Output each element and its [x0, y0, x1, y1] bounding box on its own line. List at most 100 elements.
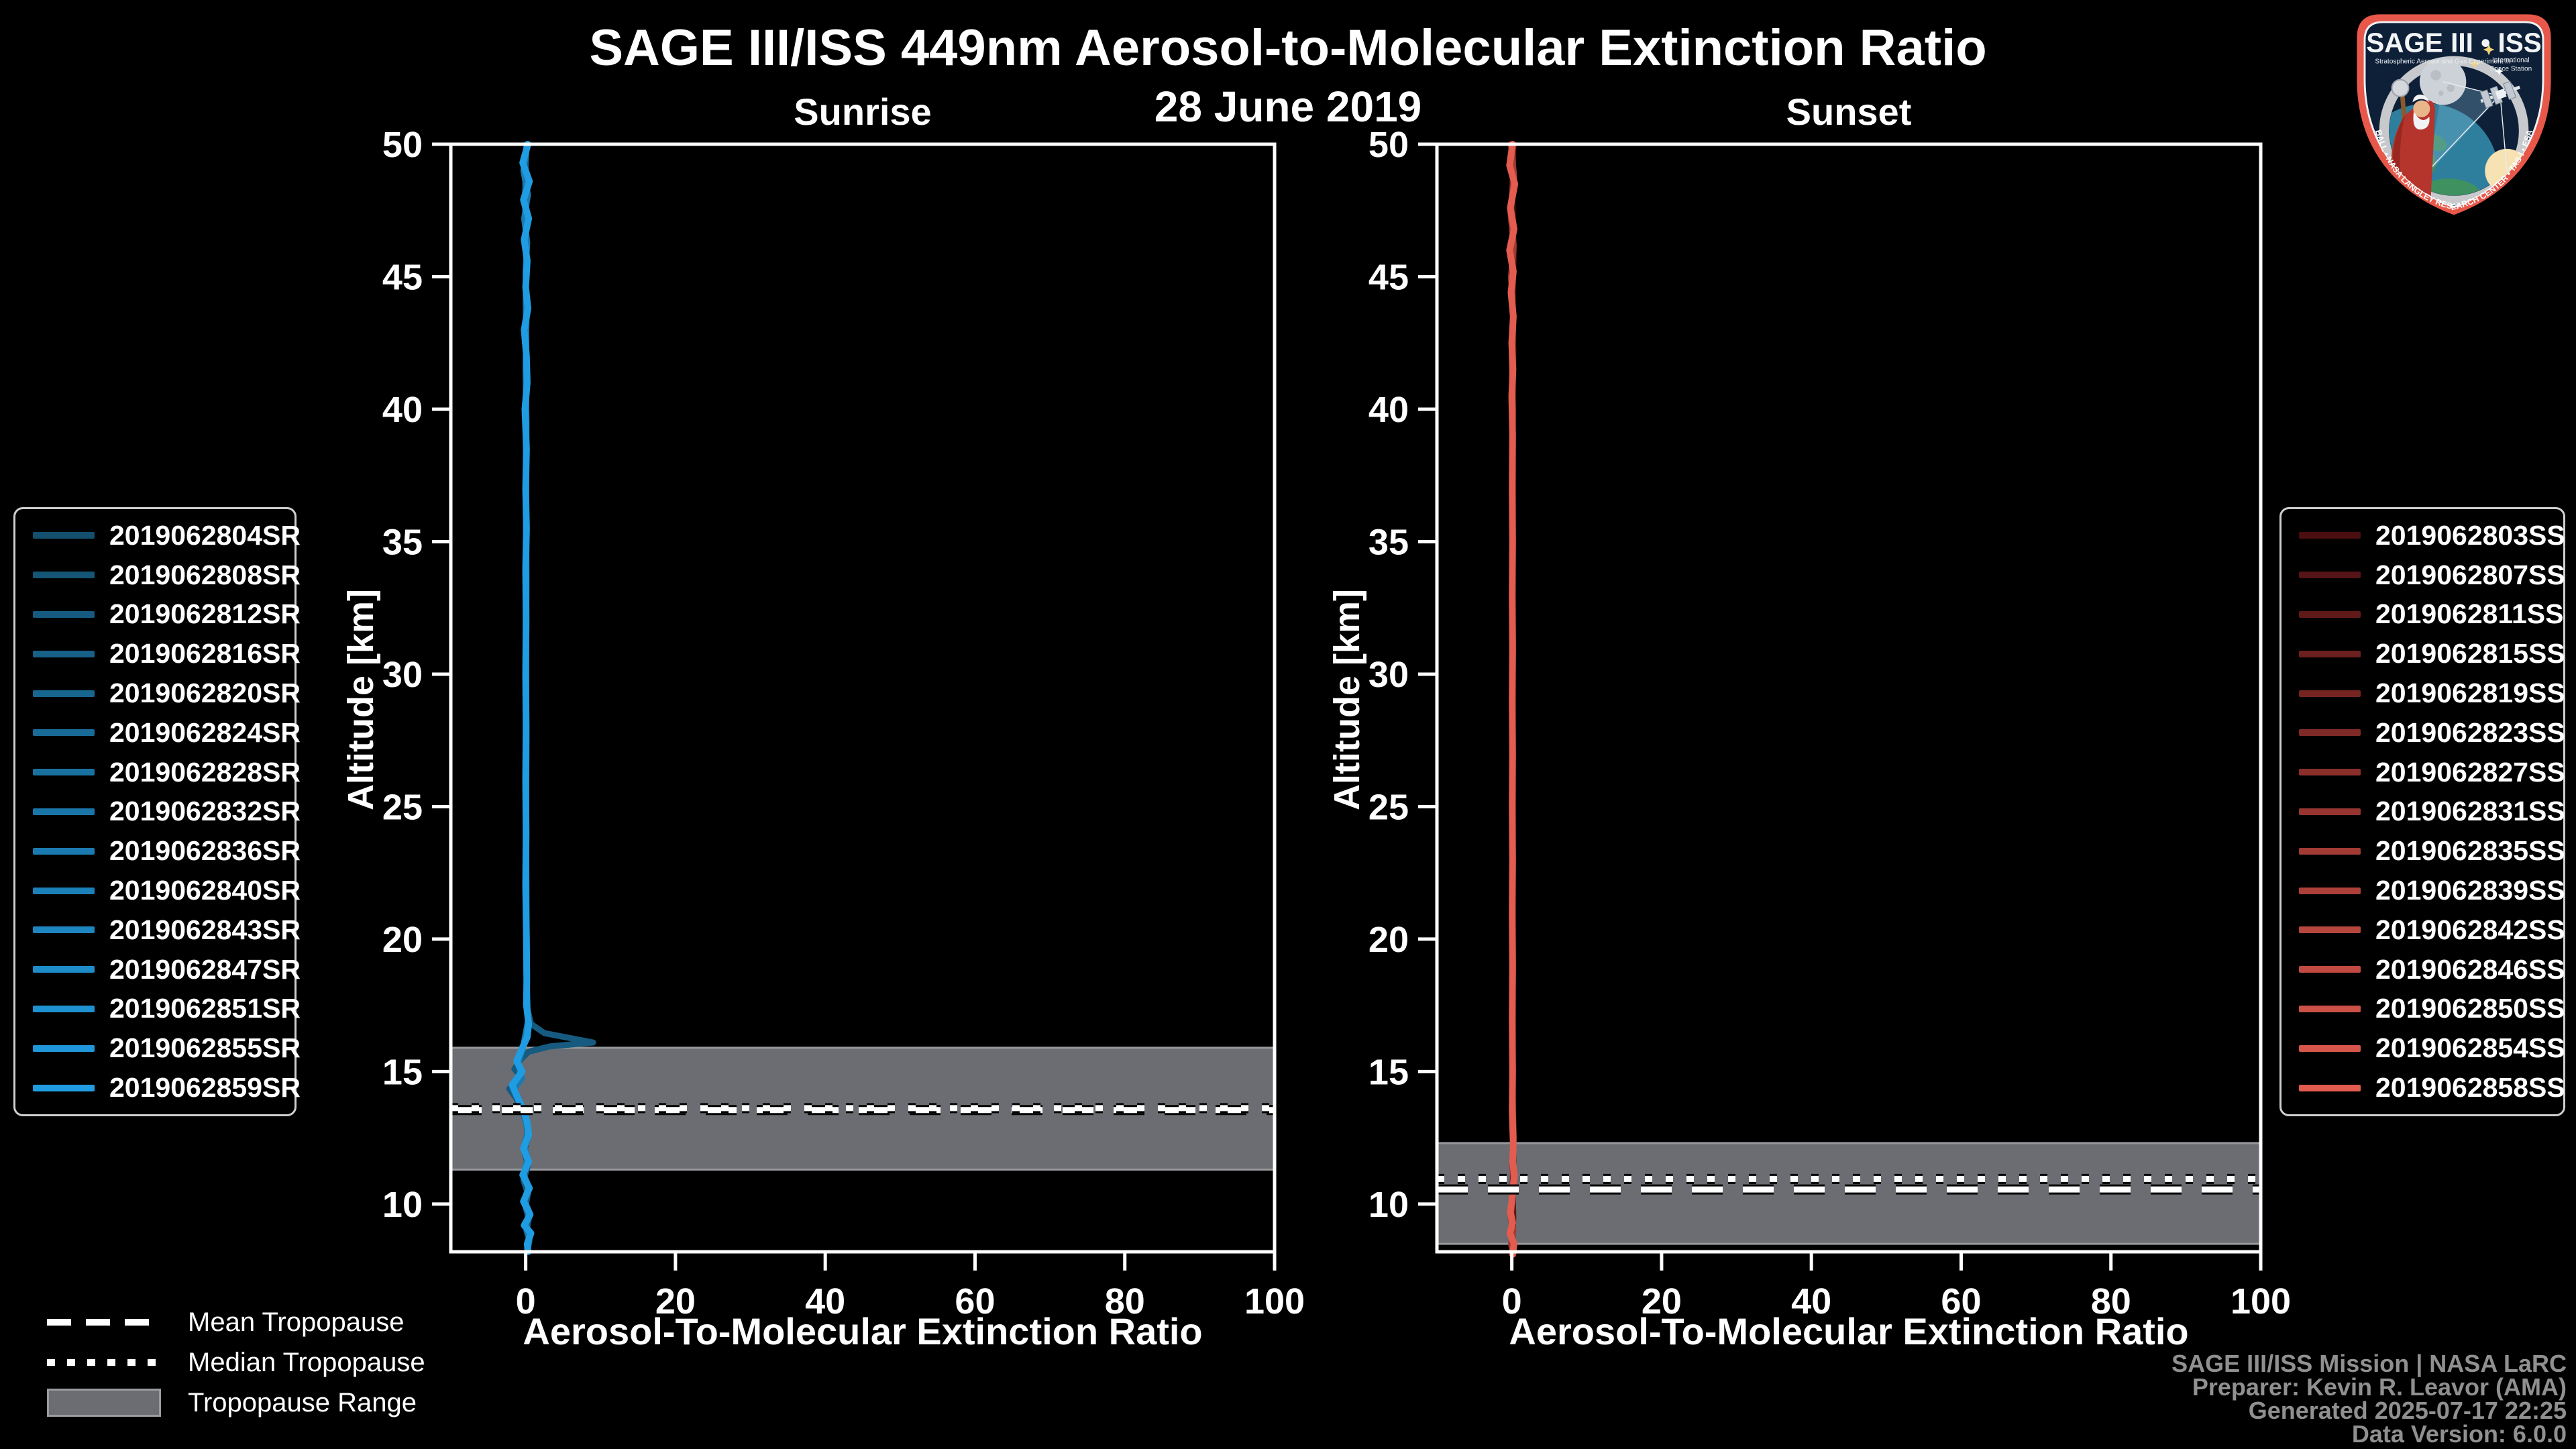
panel-title-sunrise: Sunrise: [794, 91, 932, 133]
iss-icon: [2479, 80, 2521, 109]
legend-line-swatch: [33, 926, 95, 934]
legend-item: 2019062808SR: [15, 559, 301, 591]
legend-item: 2019062846SS: [2282, 954, 2565, 985]
y-tick-label: 40: [382, 390, 423, 430]
y-tick-label: 30: [1368, 655, 1409, 695]
y-axis-label-sunrise: Altitude [km]: [341, 589, 381, 810]
legend-label: 2019062819SS: [2375, 678, 2565, 709]
earth-land: [2415, 178, 2483, 196]
legend-line-swatch: [33, 610, 95, 618]
moon-crater: [2430, 70, 2441, 80]
legend-label: 2019062828SR: [109, 756, 301, 788]
legend-line-swatch: [33, 1005, 95, 1012]
legend-item: 2019062811SS: [2282, 598, 2563, 630]
attribution-line: SAGE III/ISS Mission | NASA LaRC: [2171, 1350, 2567, 1377]
legend-item: 2019062842SS: [2282, 914, 2565, 946]
x-tick-label: 80: [2091, 1281, 2131, 1322]
legend-item: 2019062839SS: [2282, 875, 2565, 906]
tropopause-legend-label: Mean Tropopause: [188, 1307, 405, 1337]
x-tick-label: 60: [955, 1281, 995, 1322]
sunset-events-legend: 2019062803SS 2019062807SS 2019062811SS 2019…: [2279, 507, 2565, 1116]
sight-line: [2427, 95, 2500, 172]
tropopause-legend-item: Mean Tropopause: [47, 1307, 425, 1338]
plot-frame: [449, 142, 1277, 1254]
legend-line-swatch: [2299, 650, 2361, 657]
legend-label: 2019062831SS: [2375, 796, 2565, 827]
sight-line: [2443, 80, 2500, 97]
patch-subtitle-left: Stratospheric Aerosol and Gas Experiment…: [2375, 58, 2510, 66]
legend-item: 2019062823SS: [2282, 716, 2565, 749]
legend-label: 2019062850SS: [2375, 993, 2565, 1024]
legend-line-swatch: [33, 769, 95, 776]
legend-line-swatch: [33, 887, 95, 894]
tropopause-legend-label: Tropopause Range: [188, 1387, 417, 1417]
legend-line-swatch: [2299, 808, 2361, 815]
legend-item: 2019062824SR: [15, 717, 301, 749]
y-tick-label: 10: [1368, 1185, 1409, 1225]
tropopause-legend-item: Median Tropopause: [47, 1347, 425, 1378]
legend-item: 2019062858SS: [2282, 1072, 2565, 1104]
legend-item: 2019062828SR: [15, 757, 301, 788]
x-tick-label: 100: [2231, 1281, 2291, 1322]
legend-label: 2019062859SR: [109, 1072, 301, 1104]
star-icon: [2483, 44, 2495, 56]
patch-title: SAGE III • ISS: [2366, 27, 2542, 58]
legend-item: 2019062832SR: [15, 796, 301, 827]
legend-label: 2019062851SR: [109, 993, 301, 1024]
sunrise-events-legend: 2019062804SR 2019062808SR 2019062812SR 2019…: [13, 507, 301, 1116]
legend-item: 2019062815SS: [2282, 638, 2565, 669]
legend-line-swatch: [2299, 926, 2361, 934]
legend-line-swatch: [2299, 729, 2361, 737]
legend-label: 2019062820SR: [109, 678, 301, 709]
legend-line-swatch: [33, 690, 95, 697]
legend-label: 2019062836SR: [109, 835, 301, 867]
y-tick-label: 20: [1368, 920, 1409, 960]
legend-line-swatch: [33, 1084, 95, 1091]
legend-item: 2019062836SR: [15, 835, 301, 867]
legend-item: 2019062807SS: [2282, 559, 2565, 591]
tropopause-legend-item: Tropopause Range: [47, 1387, 425, 1418]
mission-patch-svg: SAGE III • ISS Stratospheric Aerosol and…: [2357, 14, 2551, 215]
x-tick-label: 20: [655, 1281, 696, 1322]
star-icon: [2495, 67, 2504, 76]
moon-crater: [2447, 84, 2455, 93]
legend-label: 2019062832SR: [109, 796, 301, 827]
x-tick-label: 0: [1502, 1281, 1522, 1322]
legend-label: 2019062803SS: [2375, 519, 2565, 551]
x-tick-label: 40: [1791, 1281, 1831, 1322]
legend-label: 2019062843SR: [109, 914, 301, 945]
legend-label: 2019062812SR: [109, 598, 301, 630]
legend-label: 2019062855SR: [109, 1032, 301, 1064]
legend-item: 2019062827SS: [2282, 756, 2565, 788]
profile-curve: [508, 141, 535, 1255]
patch-subtitle-right: International: [2492, 57, 2530, 64]
legend-line-swatch: [2299, 690, 2361, 697]
x-tick-label: 40: [805, 1281, 845, 1322]
legend-label: 2019062804SR: [109, 519, 301, 551]
legend-item: 2019062850SS: [2282, 993, 2565, 1024]
legend-label: 2019062842SS: [2375, 914, 2565, 945]
legend-label: 2019062854SS: [2375, 1032, 2565, 1064]
sight-line: [2500, 98, 2508, 171]
attribution-line: Generated 2025-07-17 22:25: [2248, 1397, 2567, 1424]
x-tick-label: 60: [1941, 1281, 1981, 1322]
legend-label: 2019062827SS: [2375, 756, 2565, 788]
legend-label: 2019062839SS: [2375, 875, 2565, 906]
legend-line-swatch: [33, 966, 95, 973]
legend-line-swatch: [33, 1044, 95, 1052]
dotted-swatch: [47, 1359, 161, 1366]
y-tick-label: 30: [382, 655, 423, 695]
attribution-line: Data Version: 6.0.0: [2351, 1420, 2567, 1448]
x-axis-label-sunset: Aerosol-To-Molecular Extinction Ratio: [1509, 1310, 2189, 1352]
legend-label: 2019062823SS: [2375, 716, 2565, 748]
legend-line-swatch: [2299, 572, 2361, 579]
panel-sunset: 0 20 40 60 80 100 10 15 20 25 30 35 40 45 50: [1368, 125, 2291, 1322]
legend-line-swatch: [2299, 966, 2361, 973]
x-axis-label-sunrise: Aerosol-To-Molecular Extinction Ratio: [523, 1310, 1203, 1352]
legend-item: 2019062819SS: [2282, 678, 2565, 709]
y-tick-label: 10: [382, 1185, 423, 1225]
legend-line-swatch: [33, 808, 95, 815]
legend-label: 2019062811SS: [2375, 598, 2564, 630]
y-tick-label: 50: [1368, 125, 1409, 165]
legend-line-swatch: [2299, 769, 2361, 776]
